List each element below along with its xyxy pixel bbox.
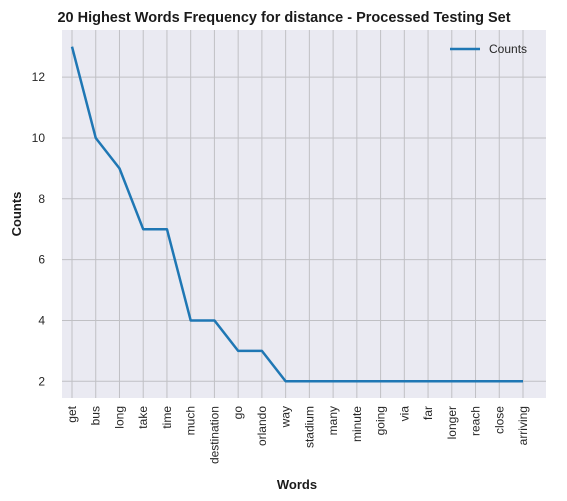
legend-label-counts: Counts [489,42,527,56]
x-tick-label: via [397,406,411,422]
x-tick-label: far [421,406,435,420]
x-tick-label: orlando [255,406,269,446]
legend: Counts [450,42,527,56]
x-tick-label: much [184,406,198,435]
y-tick-label: 8 [38,192,45,206]
x-tick-label: bus [89,406,103,425]
y-tick-label: 4 [38,313,45,327]
x-tick-label: stadium [302,406,316,448]
x-tick-label: time [160,406,174,429]
x-tick-label: many [326,406,340,435]
y-axis-ticks: 2 4 6 8 10 12 [32,70,46,388]
y-tick-label: 6 [38,253,45,267]
x-axis-ticks: get bus long take time much destination go orlan… [65,405,530,464]
x-tick-label: going [374,406,388,435]
x-tick-label: longer [445,406,459,439]
y-axis-label: Counts [9,192,24,237]
x-tick-label: destination [207,406,221,464]
chart-title: 20 Highest Words Frequency for distance … [57,10,510,26]
x-tick-label: close [492,406,506,434]
x-tick-label: reach [469,406,483,436]
x-tick-label: long [112,406,126,429]
x-tick-label: go [231,406,245,420]
plot-background [62,30,546,398]
y-tick-label: 12 [32,70,46,84]
y-tick-label: 2 [38,374,45,388]
x-tick-label: take [136,406,150,429]
grid [62,30,546,398]
x-axis-label: Words [277,477,317,492]
x-tick-label: way [279,406,293,428]
x-tick-label: minute [350,406,364,442]
x-tick-label: arriving [516,406,530,445]
series-line-counts [70,46,523,383]
y-tick-label: 10 [32,131,46,145]
x-tick-label: get [65,405,79,422]
